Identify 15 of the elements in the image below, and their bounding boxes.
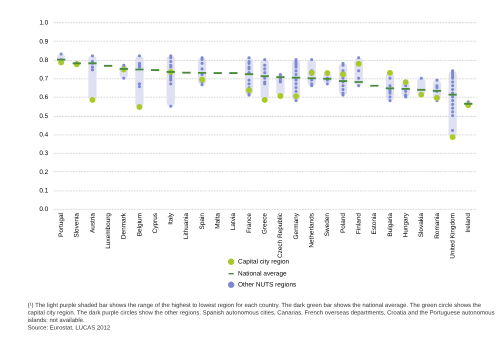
point [199,76,206,83]
point [356,60,362,67]
point [262,96,268,103]
point [434,94,440,101]
point [450,134,456,140]
point [402,79,409,86]
point [293,93,299,100]
point [324,70,330,76]
point [89,96,96,103]
point [418,92,424,98]
point [340,71,346,78]
point [136,104,142,110]
point [246,87,252,94]
point [277,93,284,99]
point [387,70,393,76]
